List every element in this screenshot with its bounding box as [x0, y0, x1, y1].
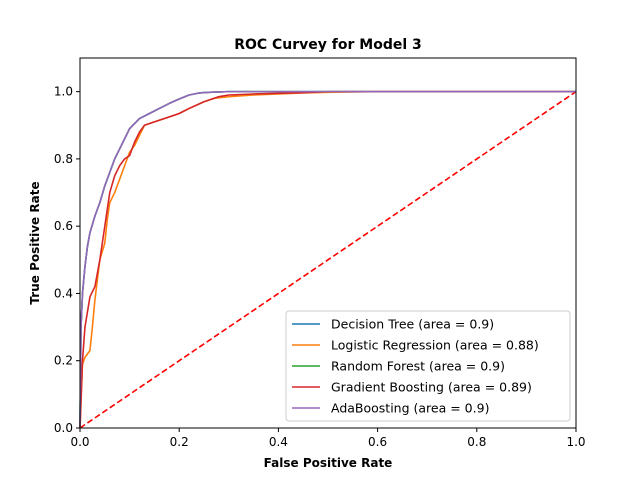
y-tick-label: 1.0 [54, 85, 73, 99]
baseline-layer [79, 90, 577, 429]
legend-label-4: AdaBoosting (area = 0.9) [331, 401, 489, 416]
legend-label-1: Logistic Regression (area = 0.88) [331, 338, 539, 353]
legend-items: Decision Tree (area = 0.9) Logistic Regre… [292, 317, 539, 416]
y-tick-label: 0.8 [54, 152, 73, 166]
y-axis-ticks: 0.0 0.2 0.4 0.6 0.8 1.0 [54, 85, 80, 435]
x-tick-label: 0.8 [467, 435, 486, 449]
series-layer [79, 90, 576, 429]
y-tick-label: 0.2 [54, 354, 73, 368]
y-tick-label: 0.0 [54, 421, 73, 435]
x-tick-label: 0.2 [170, 435, 189, 449]
legend-box [285, 310, 571, 422]
x-tick-label: 0.6 [368, 435, 387, 449]
legend-label-3: Gradient Boosting (area = 0.89) [331, 380, 532, 395]
x-tick-label: 0.4 [269, 435, 288, 449]
plot-frame [79, 57, 577, 429]
y-tick-label: 0.6 [54, 219, 73, 233]
legend-label-2: Random Forest (area = 0.9) [331, 359, 505, 374]
chart-title: ROC Curvey for Model 3 [234, 37, 422, 53]
x-tick-label: 0.0 [70, 435, 89, 449]
y-tick-label: 0.4 [54, 286, 73, 300]
baseline-diagonal [79, 90, 577, 429]
x-tick-label: 1.0 [566, 435, 585, 449]
series-line-4 [79, 90, 576, 429]
legend: Decision Tree (area = 0.9) Logistic Regre… [285, 310, 571, 422]
y-axis-label: True Positive Rate [28, 181, 42, 304]
x-axis-ticks: 0.0 0.2 0.4 0.6 0.8 1.0 [70, 428, 586, 449]
x-axis-label: False Positive Rate [264, 456, 393, 470]
legend-label-0: Decision Tree (area = 0.9) [331, 317, 494, 332]
series-line-3 [79, 90, 576, 429]
